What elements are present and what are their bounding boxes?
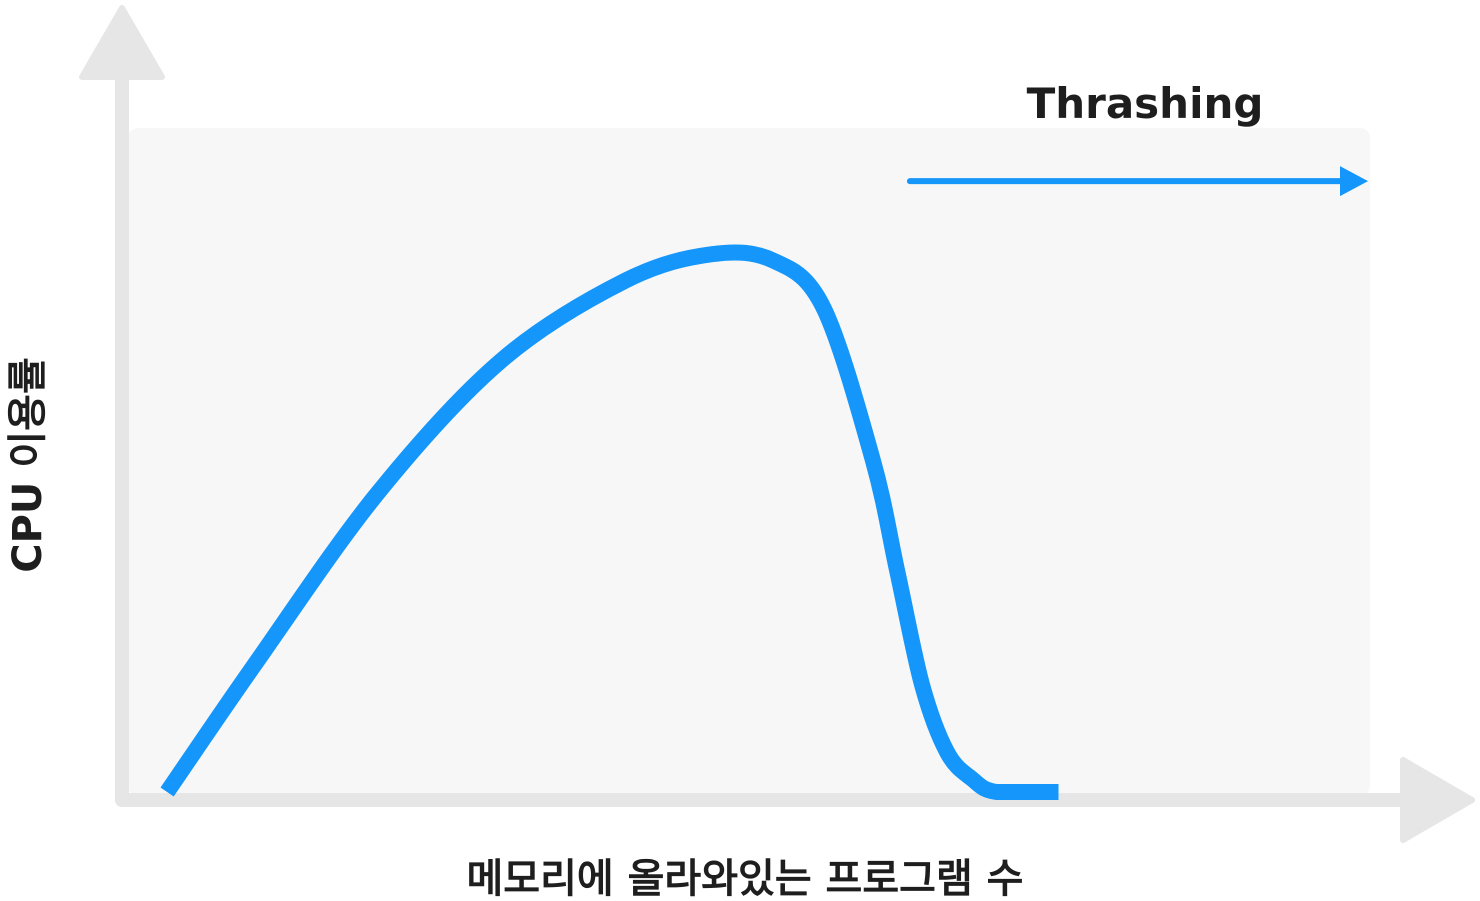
y-axis-arrowhead — [79, 5, 165, 80]
thrashing-arrowhead — [1340, 166, 1368, 197]
x-axis-label: 메모리에 올라와있는 프로그램 수 — [467, 856, 1024, 901]
y-axis — [79, 5, 165, 807]
y-axis-label: CPU 이용률 — [5, 357, 51, 572]
x-axis — [115, 757, 1475, 843]
x-axis-arrowhead — [1400, 757, 1475, 843]
cpu-utilization-curve — [160, 244, 1059, 801]
thrashing-annotation: Thrashing — [906, 79, 1368, 197]
thrashing-label: Thrashing — [1027, 79, 1264, 128]
plot-background — [128, 128, 1370, 796]
